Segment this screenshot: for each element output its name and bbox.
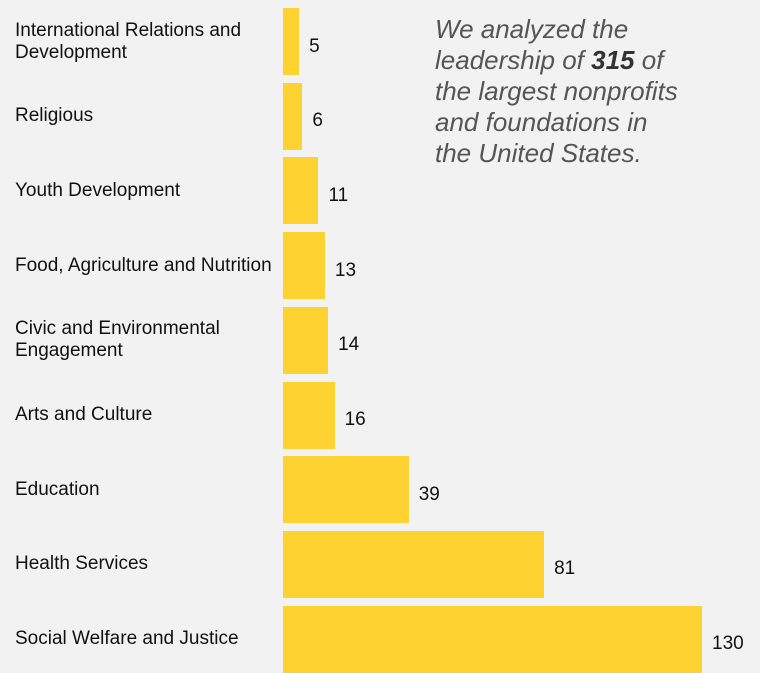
annotation-text: We analyzed the leadership of: [435, 14, 629, 75]
bar: [283, 232, 325, 300]
annotation-text: of the largest nonprofits and foundation…: [435, 45, 678, 168]
value-label: 6: [312, 110, 323, 132]
bar-row: Civic and Environmental Engagement 14: [0, 306, 760, 374]
annotation-highlight: 315: [591, 45, 635, 75]
bar-row: Health Services 81: [0, 530, 760, 598]
bar-row: Social Welfare and Justice 130: [0, 605, 760, 673]
bar: [283, 456, 409, 524]
category-label: Religious: [15, 105, 94, 127]
bar: [283, 605, 702, 673]
category-label: Food, Agriculture and Nutrition: [15, 254, 272, 276]
annotation: We analyzed the leadership of 315 of the…: [435, 14, 685, 169]
value-label: 130: [712, 633, 744, 655]
bar: [283, 8, 300, 75]
bar-row: Food, Agriculture and Nutrition 13: [0, 232, 760, 300]
value-label: 81: [554, 558, 576, 580]
bar: [283, 306, 329, 374]
bar: [283, 381, 335, 449]
bar: [283, 157, 319, 225]
category-label: Social Welfare and Justice: [15, 628, 239, 650]
category-label: Education: [15, 478, 100, 500]
value-label: 5: [309, 35, 320, 57]
category-label: Youth Development: [15, 179, 181, 201]
value-label: 14: [338, 334, 360, 356]
bar-row: Religious 6: [0, 82, 760, 150]
bar: [283, 82, 303, 150]
value-label: 16: [344, 409, 366, 430]
category-label: Arts and Culture: [15, 404, 153, 425]
category-label: Civic and Environmental Engagement: [15, 318, 220, 362]
bar: [283, 530, 545, 598]
value-label: 13: [334, 259, 357, 281]
value-label: 11: [328, 184, 349, 206]
value-label: 39: [418, 483, 440, 505]
bar-row: Youth Development 11: [0, 157, 760, 225]
bar-row: International Relations and Development 5: [0, 8, 760, 75]
category-label: Health Services: [15, 553, 149, 575]
category-label: International Relations and Development: [15, 19, 242, 63]
bar-row: Arts and Culture 16: [0, 381, 760, 449]
bar-row: Education 39: [0, 456, 760, 524]
